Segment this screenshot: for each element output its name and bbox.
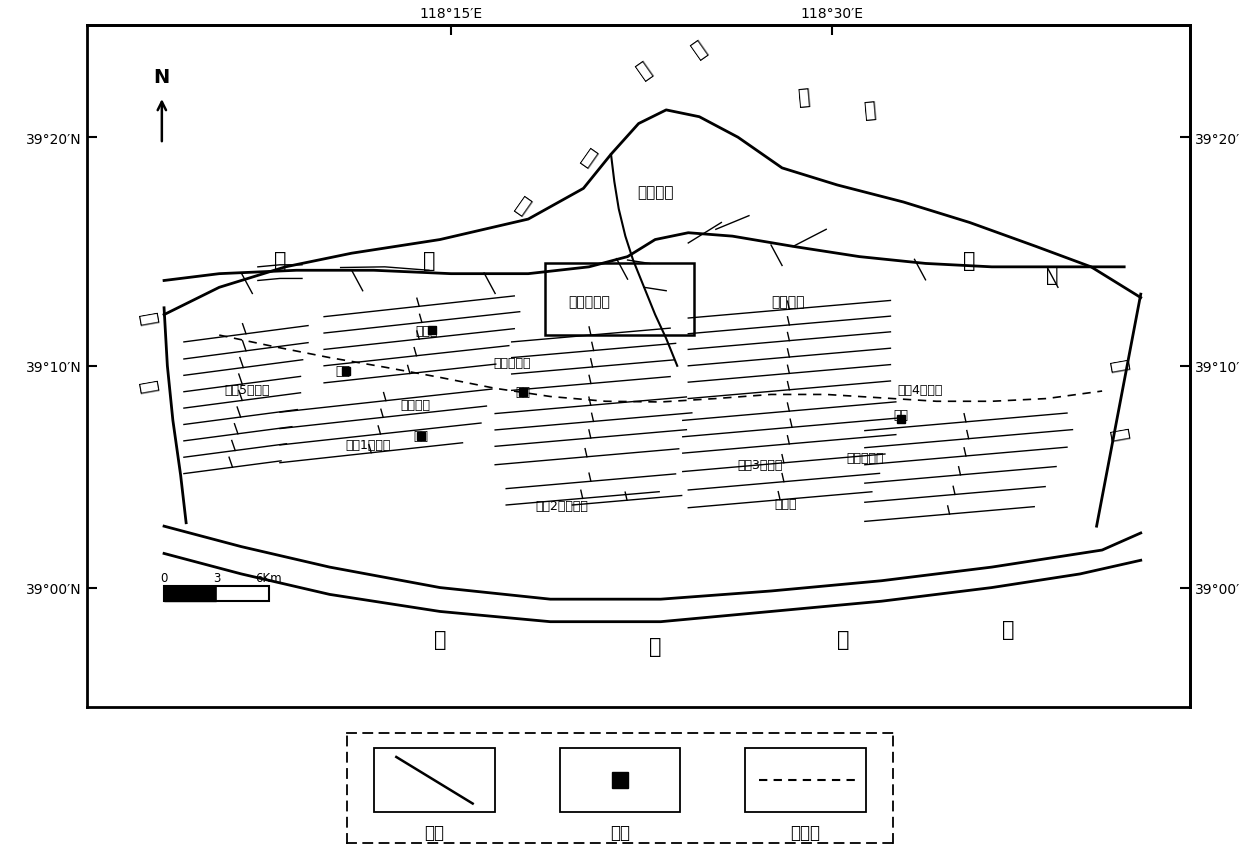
Text: 3: 3 bbox=[213, 571, 221, 584]
Text: 燕: 燕 bbox=[634, 58, 655, 82]
Text: 南堡2号构造带: 南堡2号构造带 bbox=[534, 499, 588, 513]
Bar bbox=[560, 748, 680, 813]
Text: 山: 山 bbox=[797, 87, 811, 107]
Bar bbox=[164, 586, 217, 602]
Text: 断: 断 bbox=[136, 379, 159, 394]
Text: 脉: 脉 bbox=[863, 101, 878, 121]
Text: 西: 西 bbox=[136, 311, 159, 326]
Text: 6Km: 6Km bbox=[255, 571, 283, 584]
Text: 南堡3号构造: 南堡3号构造 bbox=[738, 458, 782, 472]
Text: 南堡5号构造: 南堡5号构造 bbox=[224, 383, 269, 397]
Text: 粘坨: 粘坨 bbox=[894, 409, 909, 422]
Text: 南尚堡构造: 南尚堡构造 bbox=[568, 295, 610, 308]
Text: 北: 北 bbox=[649, 636, 661, 656]
Text: 庄: 庄 bbox=[423, 250, 435, 271]
Text: 层: 层 bbox=[1002, 619, 1014, 639]
Bar bbox=[217, 586, 269, 602]
Text: 南: 南 bbox=[274, 250, 286, 271]
Text: 南堡4号构造: 南堡4号构造 bbox=[898, 383, 942, 397]
Text: 断: 断 bbox=[1107, 427, 1130, 442]
Text: 拾场次凹: 拾场次凹 bbox=[637, 185, 673, 200]
Text: 南堡1号构造: 南堡1号构造 bbox=[346, 438, 391, 452]
Text: 老爷庙构造: 老爷庙构造 bbox=[494, 356, 531, 370]
Text: N: N bbox=[154, 68, 170, 87]
Text: 南堡: 南堡 bbox=[414, 429, 429, 442]
Text: 山: 山 bbox=[688, 37, 711, 61]
Text: 老爷庙: 老爷庙 bbox=[415, 325, 438, 337]
Bar bbox=[544, 264, 694, 336]
Text: 曾处凹: 曾处凹 bbox=[774, 498, 796, 510]
Text: 沙: 沙 bbox=[434, 629, 446, 649]
Text: 层: 层 bbox=[1107, 359, 1130, 374]
Text: 北堡: 北堡 bbox=[335, 365, 351, 377]
Text: 层: 层 bbox=[578, 147, 600, 170]
Text: 城镇: 城镇 bbox=[610, 823, 630, 842]
Text: 曾妃回次凹: 曾妃回次凹 bbox=[846, 452, 884, 465]
Text: 柳赞构造: 柳赞构造 bbox=[771, 295, 805, 308]
Text: 林雀次凹: 林雀次凹 bbox=[401, 399, 430, 412]
Text: 老盘: 老盘 bbox=[516, 386, 531, 399]
Text: 0: 0 bbox=[160, 571, 167, 584]
Bar bbox=[745, 748, 866, 813]
Bar bbox=[374, 748, 495, 813]
Text: 断层: 断层 bbox=[424, 823, 444, 842]
Text: 断: 断 bbox=[837, 629, 849, 649]
Bar bbox=[164, 586, 269, 602]
Text: 海岸线: 海岸线 bbox=[791, 823, 821, 842]
Text: 断: 断 bbox=[1047, 264, 1059, 285]
Text: 断: 断 bbox=[512, 194, 533, 218]
Text: 庄: 庄 bbox=[963, 250, 976, 271]
